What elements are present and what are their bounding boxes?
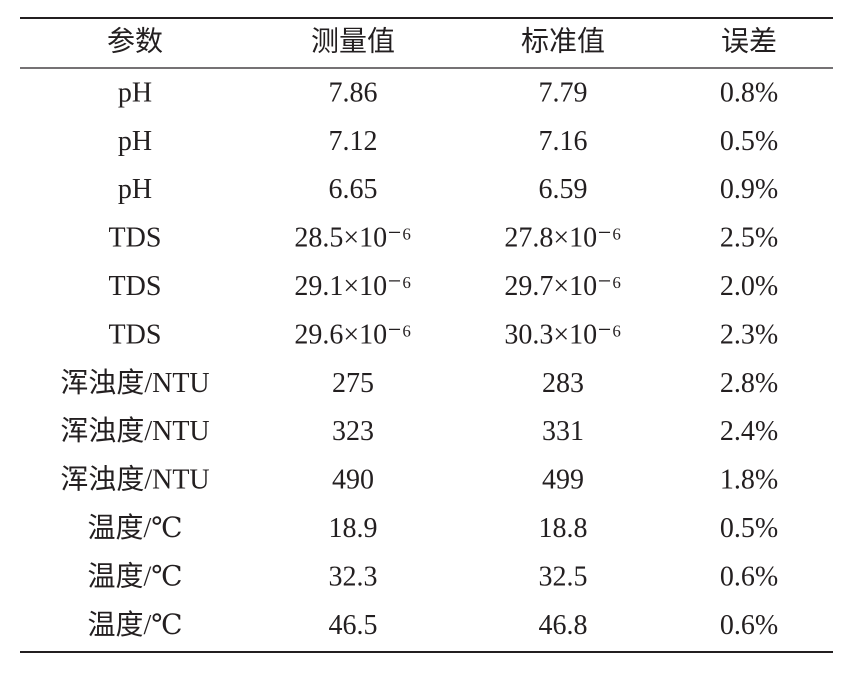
cell: 46.5 <box>329 610 378 641</box>
cell: 32.5 <box>539 561 588 592</box>
header-cell: 标准值 <box>521 25 605 57</box>
cell: 29.7×10⁻⁶ <box>504 271 621 302</box>
cell: 30.3×10⁻⁶ <box>504 319 621 350</box>
header-cell: 误差 <box>721 25 777 57</box>
cell: 2.0% <box>720 271 778 302</box>
cell: 6.65 <box>329 174 378 205</box>
cell: 1.8% <box>720 465 778 496</box>
cell: 490 <box>332 465 374 496</box>
cell: pH <box>118 77 152 108</box>
cell: 2.5% <box>720 223 778 254</box>
cell: 浑浊度/NTU <box>60 464 209 496</box>
cell: 7.79 <box>539 77 588 108</box>
cell: 27.8×10⁻⁶ <box>504 223 621 254</box>
cell: TDS <box>109 271 162 302</box>
cell: 32.3 <box>329 561 378 592</box>
header-cell: 参数 <box>107 25 163 57</box>
cell: 浑浊度/NTU <box>60 367 209 399</box>
cell: 0.6% <box>720 561 778 592</box>
cell: 7.12 <box>329 126 378 157</box>
cell: 29.6×10⁻⁶ <box>294 319 411 350</box>
cell: 29.1×10⁻⁶ <box>294 271 411 302</box>
cell: 7.86 <box>329 77 378 108</box>
cell: 温度/℃ <box>87 609 182 641</box>
cell: 18.9 <box>329 513 378 544</box>
cell: pH <box>118 126 152 157</box>
cell: 2.4% <box>720 416 778 447</box>
cell: 温度/℃ <box>87 560 182 592</box>
cell: 499 <box>542 465 584 496</box>
header-cell: 测量值 <box>311 25 395 57</box>
cell: TDS <box>109 223 162 254</box>
cell: 浑浊度/NTU <box>60 415 209 447</box>
cell: 331 <box>542 416 584 447</box>
cell: 2.3% <box>720 319 778 350</box>
cell: 温度/℃ <box>87 512 182 544</box>
cell: 0.5% <box>720 513 778 544</box>
cell: 28.5×10⁻⁶ <box>294 223 411 254</box>
cell: 0.8% <box>720 77 778 108</box>
cell: 18.8 <box>539 513 588 544</box>
cell: TDS <box>109 319 162 350</box>
cell: 0.5% <box>720 126 778 157</box>
cell: 275 <box>332 368 374 399</box>
cell: 283 <box>542 368 584 399</box>
cell: 0.6% <box>720 610 778 641</box>
cell: pH <box>118 174 152 205</box>
cell: 6.59 <box>539 174 588 205</box>
cell: 323 <box>332 416 374 447</box>
cell: 46.8 <box>539 610 588 641</box>
cell: 2.8% <box>720 368 778 399</box>
cell: 0.9% <box>720 174 778 205</box>
cell: 7.16 <box>539 126 588 157</box>
